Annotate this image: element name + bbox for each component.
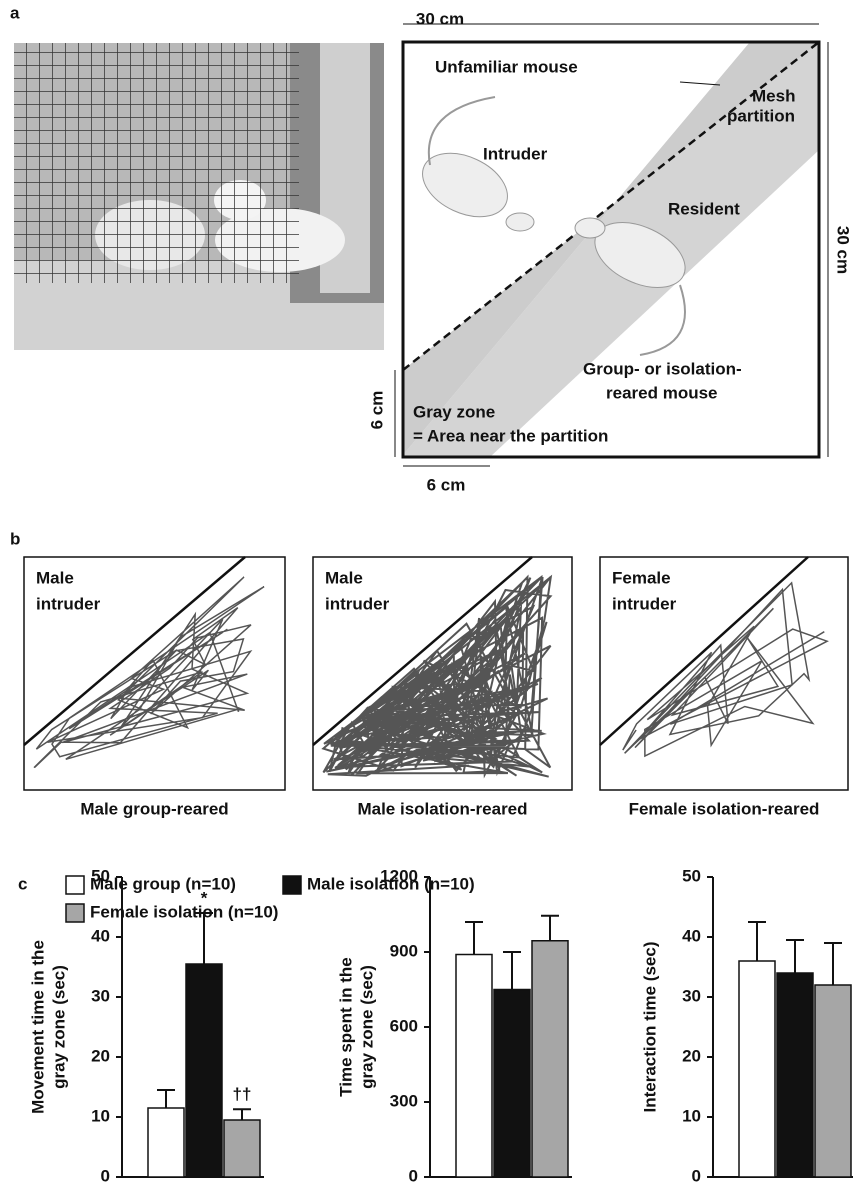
y-tick-label: 20 <box>91 1046 110 1065</box>
y-axis-label: gray zone (sec) <box>357 965 376 1089</box>
legend-swatch <box>66 904 84 922</box>
bar <box>739 961 775 1177</box>
legend-swatch <box>283 876 301 894</box>
trajectory-title: intruder <box>36 594 101 613</box>
legend-swatch <box>66 876 84 894</box>
y-tick-label: 300 <box>390 1091 418 1110</box>
y-tick-label: 50 <box>682 866 701 885</box>
arena-diagram: 30 cm 30 cm Unfamiliar mouse Intruder Re… <box>367 9 852 494</box>
y-tick-label: 30 <box>91 986 110 1005</box>
trajectory-title: Female <box>612 568 671 587</box>
y-axis-label: Interaction time (sec) <box>640 942 659 1113</box>
height-label: 30 cm <box>834 226 853 274</box>
y-tick-label: 900 <box>390 941 418 960</box>
bar <box>494 990 530 1178</box>
y-tick-label: 0 <box>101 1166 110 1184</box>
width-label: 30 cm <box>416 9 464 28</box>
bar <box>815 985 851 1177</box>
legend-label: Male group (n=10) <box>90 874 236 893</box>
y-axis-label: gray zone (sec) <box>49 965 68 1089</box>
trajectory-title: intruder <box>325 594 390 613</box>
y-tick-label: 0 <box>409 1166 418 1184</box>
panel-label: a <box>10 3 20 22</box>
trajectory-title: intruder <box>612 594 677 613</box>
trajectory-caption: Male isolation-reared <box>357 799 527 818</box>
y-tick-label: 10 <box>682 1106 701 1125</box>
resident-label: Resident <box>668 199 740 218</box>
zone-v-label: 6 cm <box>367 391 386 430</box>
group-label: reared mouse <box>606 383 718 402</box>
intruder-label: Intruder <box>483 144 548 163</box>
legend-label: Female isolation (n=10) <box>90 902 278 921</box>
y-axis-label: Movement time in the <box>28 940 47 1114</box>
y-tick-label: 10 <box>91 1106 110 1125</box>
y-axis-label: Time spent in the <box>336 957 355 1097</box>
y-tick-label: 600 <box>390 1016 418 1035</box>
significance-mark: * <box>201 888 208 907</box>
gray-zone-label: = Area near the partition <box>413 426 608 445</box>
y-tick-label: 1200 <box>380 866 418 885</box>
panel-label: b <box>10 529 20 548</box>
photo <box>14 43 384 350</box>
bar <box>456 955 492 1178</box>
gray-zone-label: Gray zone <box>413 402 495 421</box>
trajectory-title: Male <box>36 568 74 587</box>
bar <box>148 1108 184 1177</box>
bar <box>532 941 568 1177</box>
trajectory-title: Male <box>325 568 363 587</box>
bar <box>186 964 222 1177</box>
mesh-label: partition <box>727 106 795 125</box>
bar <box>224 1120 260 1177</box>
trajectory-panels: Male intruder Male group-reared Male intrude… <box>24 557 848 818</box>
panel-label: c <box>18 874 27 893</box>
y-tick-label: 50 <box>91 866 110 885</box>
y-tick-label: 40 <box>91 926 110 945</box>
significance-mark: †† <box>233 1085 252 1104</box>
y-tick-label: 30 <box>682 986 701 1005</box>
mesh-label: Mesh <box>752 86 795 105</box>
bar <box>777 973 813 1177</box>
unfamiliar-label: Unfamiliar mouse <box>435 57 578 76</box>
trajectory-caption: Male group-reared <box>80 799 228 818</box>
trajectory-caption: Female isolation-reared <box>629 799 820 818</box>
y-tick-label: 40 <box>682 926 701 945</box>
y-tick-label: 0 <box>692 1166 701 1184</box>
group-label: Group- or isolation- <box>583 359 742 378</box>
figure: a 30 cm 30 cm Unfamiliar mouse Intruder … <box>0 0 853 1184</box>
y-tick-label: 20 <box>682 1046 701 1065</box>
zone-h-label: 6 cm <box>427 475 466 494</box>
